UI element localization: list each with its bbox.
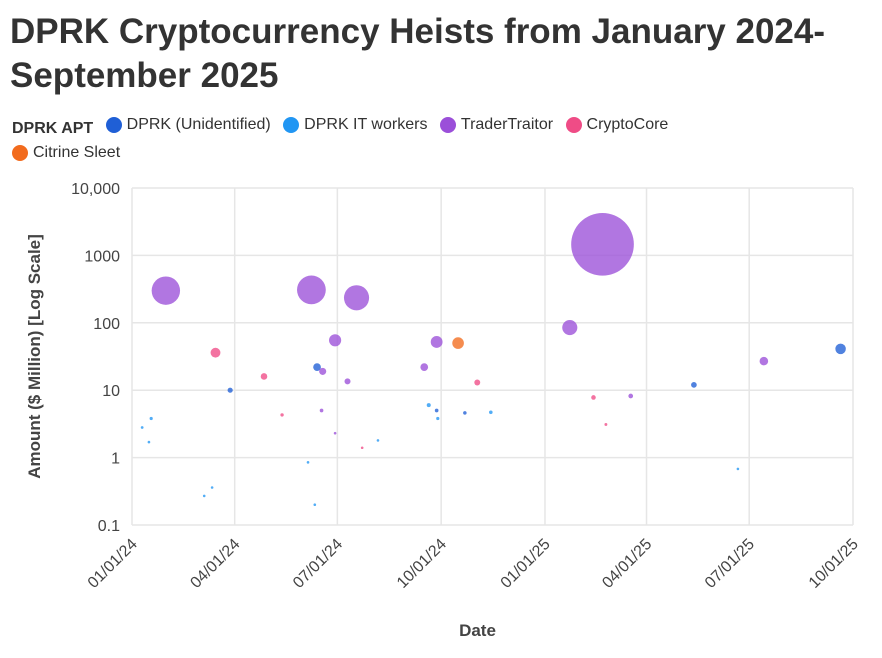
bubble-cryptocore: [360, 446, 364, 450]
bubble-dprk-it-workers: [147, 440, 151, 444]
bubble-tradertraitor: [571, 212, 634, 276]
bubble-dprk-it-workers: [202, 494, 206, 498]
bubble-dprk-unidentified: [227, 387, 233, 393]
bubble-dprk-it-workers: [140, 426, 144, 429]
bubble-tradertraitor: [562, 319, 578, 336]
bubble-dprk-it-workers: [426, 403, 431, 408]
bubble-cryptocore: [280, 413, 284, 417]
bubble-tradertraitor: [430, 336, 443, 348]
legend-item-citrine-sleet[interactable]: Citrine Sleet: [12, 141, 120, 165]
bubble-dprk-unidentified: [463, 411, 467, 415]
bubble-tradertraitor: [343, 285, 370, 311]
legend-dot-cryptocore: [565, 117, 582, 133]
y-tick-label: 10: [102, 383, 120, 400]
bubble-tradertraitor: [759, 356, 769, 366]
bubble-cryptocore: [474, 379, 481, 386]
x-tick-label: 01/01/25: [498, 536, 554, 592]
bubble-dprk-unidentified: [434, 408, 439, 413]
bubble-dprk-it-workers: [313, 503, 317, 507]
bubble-cryptocore: [591, 395, 596, 400]
bubble-dprk-it-workers: [436, 416, 440, 421]
legend-dot-citrine-sleet: [12, 145, 28, 161]
y-tick-label: 10,000: [71, 181, 120, 198]
y-tick-label: 100: [93, 316, 120, 333]
bubble-cryptocore: [604, 423, 608, 426]
bubble-dprk-it-workers: [210, 486, 214, 489]
bubble-tradertraitor: [420, 363, 429, 371]
x-tick-label: 04/01/25: [599, 536, 655, 592]
bubble-dprk-unidentified: [313, 363, 321, 371]
bubble-chart: 0.1 1 10 100 1000 10,000 01/01/24 04/01/24 07/01…: [25, 181, 862, 640]
bubble-tradertraitor: [151, 276, 181, 305]
bubble-tradertraitor: [344, 378, 351, 385]
legend-label: Citrine Sleet: [33, 144, 121, 161]
x-tick-label: 01/01/24: [85, 536, 141, 592]
legend-item-cryptocore[interactable]: CryptoCore: [565, 113, 669, 137]
y-axis-title: Amount ($ Million) [Log Scale]: [25, 234, 44, 479]
legend-label: TraderTraitor: [460, 116, 554, 133]
chart-title: DPRK Cryptocurrency Heists from January …: [10, 12, 826, 95]
x-tick-label: 10/01/25: [806, 536, 862, 592]
bubble-dprk-it-workers: [376, 439, 380, 442]
bubble-tradertraitor: [297, 275, 326, 305]
legend: DPRK APT DPRK (Unidentified) DPRK IT wor…: [12, 113, 732, 169]
x-axis-title: Date: [459, 621, 496, 640]
bubble-cryptocore: [210, 347, 221, 358]
legend-dot-dprk-it-workers: [283, 117, 300, 133]
legend-title: DPRK APT: [12, 120, 94, 137]
y-tick-label: 1: [111, 451, 120, 468]
bubble-tradertraitor: [319, 408, 324, 413]
legend-label: DPRK IT workers: [304, 116, 428, 133]
bubble-tradertraitor: [319, 367, 327, 375]
legend-dot-dprk-unidentified: [105, 117, 122, 133]
bubble-dprk-unidentified: [835, 343, 846, 355]
x-tick-label: 04/01/24: [187, 536, 243, 592]
legend-label: CryptoCore: [586, 116, 669, 133]
legend-dot-tradertraitor: [439, 117, 456, 133]
bubble-citrine-sleet: [452, 337, 464, 349]
x-tick-label: 07/01/24: [290, 536, 346, 592]
bubble-tradertraitor: [333, 431, 337, 435]
bubble-dprk-it-workers: [149, 416, 153, 421]
x-tick-label: 10/01/24: [394, 536, 450, 592]
bubble-dprk-it-workers: [736, 467, 740, 471]
bubble-tradertraitor: [329, 334, 342, 347]
legend-label: DPRK (Unidentified): [126, 116, 271, 133]
bubble-dprk-it-workers: [489, 410, 493, 415]
bubble-dprk-it-workers: [306, 461, 310, 464]
legend-item-tradertraitor[interactable]: TraderTraitor: [439, 113, 554, 137]
bubble-cryptocore: [260, 373, 268, 380]
legend-item-dprk-unidentified[interactable]: DPRK (Unidentified): [105, 113, 271, 137]
y-tick-label: 1000: [84, 248, 120, 265]
legend-item-dprk-it-workers[interactable]: DPRK IT workers: [283, 113, 427, 137]
y-tick-label: 0.1: [98, 518, 120, 535]
bubble-dprk-unidentified: [691, 382, 697, 388]
bubble-tradertraitor: [628, 393, 634, 399]
x-tick-label: 07/01/25: [702, 536, 758, 592]
